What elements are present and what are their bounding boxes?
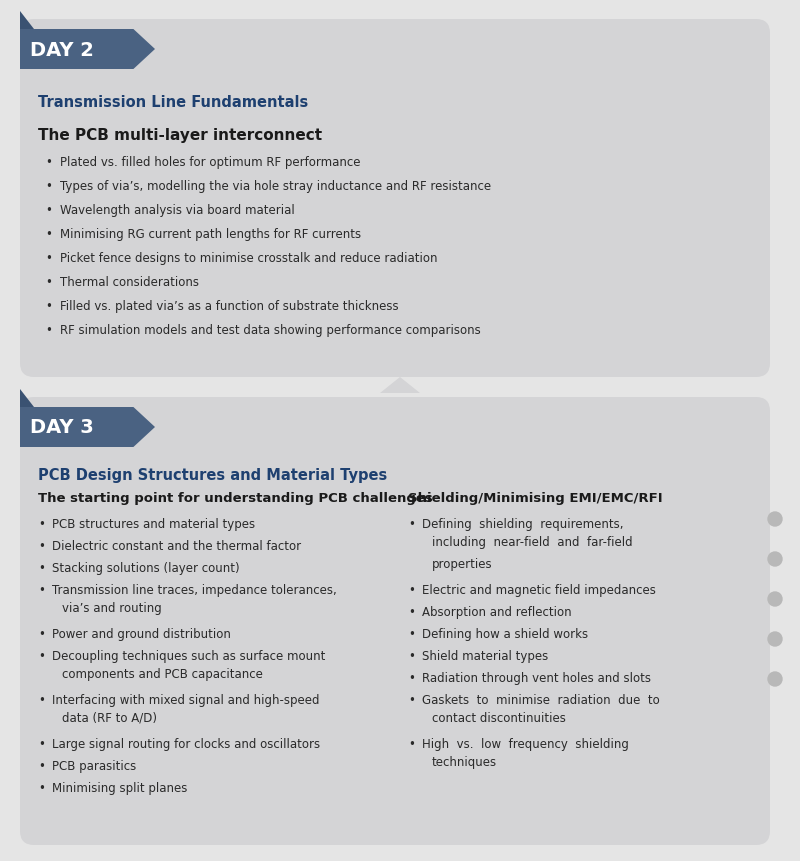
Text: Defining how a shield works: Defining how a shield works — [422, 628, 588, 641]
Text: •: • — [45, 180, 52, 193]
Text: High  vs.  low  frequency  shielding: High vs. low frequency shielding — [422, 737, 629, 750]
Text: RF simulation models and test data showing performance comparisons: RF simulation models and test data showi… — [60, 324, 481, 337]
Polygon shape — [20, 30, 155, 70]
Text: •: • — [38, 539, 45, 553]
Polygon shape — [20, 407, 155, 448]
Text: DAY 2: DAY 2 — [30, 40, 94, 59]
FancyBboxPatch shape — [20, 398, 770, 845]
Text: Dielectric constant and the thermal factor: Dielectric constant and the thermal fact… — [52, 539, 301, 553]
Text: •: • — [408, 517, 415, 530]
Text: Shielding/Minimising EMI/EMC/RFI: Shielding/Minimising EMI/EMC/RFI — [408, 492, 662, 505]
Text: Decoupling techniques such as surface mount: Decoupling techniques such as surface mo… — [52, 649, 326, 662]
Text: Thermal considerations: Thermal considerations — [60, 276, 199, 288]
Text: Plated vs. filled holes for optimum RF performance: Plated vs. filled holes for optimum RF p… — [60, 156, 361, 169]
Text: •: • — [38, 759, 45, 772]
Text: •: • — [38, 583, 45, 597]
Text: •: • — [45, 251, 52, 264]
Text: Filled vs. plated via’s as a function of substrate thickness: Filled vs. plated via’s as a function of… — [60, 300, 398, 313]
Text: Radiation through vent holes and slots: Radiation through vent holes and slots — [422, 672, 651, 684]
Text: •: • — [38, 781, 45, 794]
Text: •: • — [408, 628, 415, 641]
Text: •: • — [45, 228, 52, 241]
Text: •: • — [408, 737, 415, 750]
Text: •: • — [38, 561, 45, 574]
Circle shape — [768, 592, 782, 606]
Text: Transmission line traces, impedance tolerances,: Transmission line traces, impedance tole… — [52, 583, 337, 597]
Text: •: • — [38, 517, 45, 530]
Text: Minimising RG current path lengths for RF currents: Minimising RG current path lengths for R… — [60, 228, 361, 241]
Text: Large signal routing for clocks and oscillators: Large signal routing for clocks and osci… — [52, 737, 320, 750]
Polygon shape — [20, 389, 34, 407]
Text: PCB structures and material types: PCB structures and material types — [52, 517, 255, 530]
Text: Types of via’s, modelling the via hole stray inductance and RF resistance: Types of via’s, modelling the via hole s… — [60, 180, 491, 193]
Text: Electric and magnetic field impedances: Electric and magnetic field impedances — [422, 583, 656, 597]
Text: Absorption and reflection: Absorption and reflection — [422, 605, 572, 618]
Text: The starting point for understanding PCB challenges: The starting point for understanding PCB… — [38, 492, 433, 505]
Polygon shape — [380, 378, 420, 393]
Text: •: • — [408, 672, 415, 684]
Text: Minimising split planes: Minimising split planes — [52, 781, 187, 794]
Text: data (RF to A/D): data (RF to A/D) — [62, 711, 157, 724]
Text: Shield material types: Shield material types — [422, 649, 548, 662]
Text: •: • — [45, 276, 52, 288]
Text: properties: properties — [432, 557, 493, 570]
Text: The PCB multi-layer interconnect: The PCB multi-layer interconnect — [38, 127, 322, 143]
Text: •: • — [38, 693, 45, 706]
Text: •: • — [45, 300, 52, 313]
Text: •: • — [45, 156, 52, 169]
Polygon shape — [20, 12, 34, 30]
Text: •: • — [38, 649, 45, 662]
Text: Transmission Line Fundamentals: Transmission Line Fundamentals — [38, 95, 308, 110]
Text: Power and ground distribution: Power and ground distribution — [52, 628, 231, 641]
Circle shape — [768, 672, 782, 686]
Text: DAY 3: DAY 3 — [30, 418, 94, 437]
Text: PCB Design Structures and Material Types: PCB Design Structures and Material Types — [38, 468, 387, 482]
Text: •: • — [38, 737, 45, 750]
Text: •: • — [45, 204, 52, 217]
Text: Stacking solutions (layer count): Stacking solutions (layer count) — [52, 561, 240, 574]
FancyBboxPatch shape — [20, 20, 770, 378]
Text: components and PCB capacitance: components and PCB capacitance — [62, 667, 263, 680]
Text: PCB parasitics: PCB parasitics — [52, 759, 136, 772]
Text: •: • — [408, 583, 415, 597]
Text: Picket fence designs to minimise crosstalk and reduce radiation: Picket fence designs to minimise crossta… — [60, 251, 438, 264]
Text: contact discontinuities: contact discontinuities — [432, 711, 566, 724]
Text: •: • — [408, 649, 415, 662]
Text: Interfacing with mixed signal and high-speed: Interfacing with mixed signal and high-s… — [52, 693, 319, 706]
Text: •: • — [45, 324, 52, 337]
Circle shape — [768, 632, 782, 647]
Text: via’s and routing: via’s and routing — [62, 601, 162, 614]
Text: including  near-field  and  far-field: including near-field and far-field — [432, 536, 633, 548]
Text: Defining  shielding  requirements,: Defining shielding requirements, — [422, 517, 623, 530]
Circle shape — [768, 553, 782, 567]
Text: Wavelength analysis via board material: Wavelength analysis via board material — [60, 204, 294, 217]
Circle shape — [768, 512, 782, 526]
Text: •: • — [408, 693, 415, 706]
Text: •: • — [408, 605, 415, 618]
Text: •: • — [38, 628, 45, 641]
Text: Gaskets  to  minimise  radiation  due  to: Gaskets to minimise radiation due to — [422, 693, 660, 706]
Text: techniques: techniques — [432, 755, 497, 768]
